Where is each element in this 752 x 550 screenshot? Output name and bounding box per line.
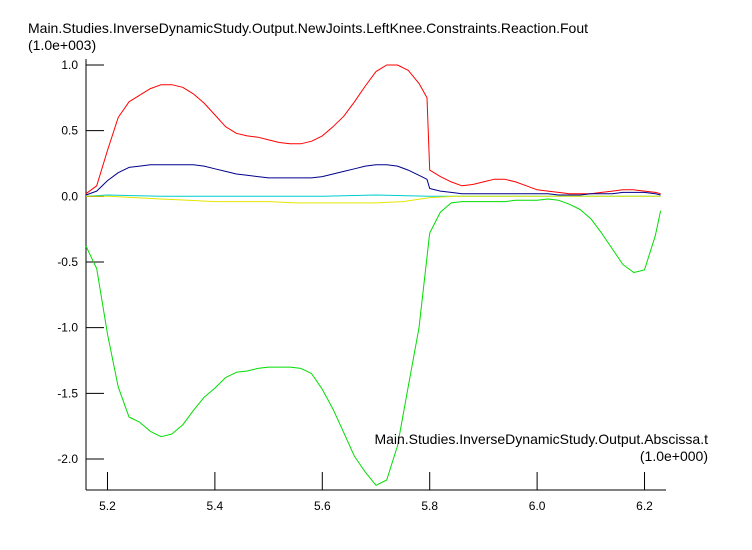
y-tick-label: 0.5	[61, 124, 78, 138]
y-tick-label: -1.5	[57, 386, 78, 400]
y-tick-label: -0.5	[57, 255, 78, 269]
x-axis-label: Main.Studies.InverseDynamicStudy.Output.…	[374, 431, 708, 447]
series-line-1	[85, 64, 661, 195]
x-tick-label: 5.8	[421, 499, 438, 513]
x-ticks: 5.2 5.4 5.6 5.8 6.0 6.2	[99, 472, 653, 513]
x-scale-label: (1.0e+000)	[639, 448, 708, 464]
chart-title: Main.Studies.InverseDynamicStudy.Output.…	[28, 20, 589, 36]
y-tick-label: 1.0	[61, 58, 78, 72]
y-tick-label: -1.0	[57, 321, 78, 335]
x-tick-label: 5.6	[314, 499, 331, 513]
x-tick-label: 6.2	[636, 499, 653, 513]
y-scale-label: (1.0e+003)	[28, 37, 97, 53]
series-line-5	[85, 198, 662, 486]
chart-axes	[85, 59, 666, 491]
x-tick-label: 5.4	[207, 499, 224, 513]
x-tick-label: 5.2	[99, 499, 116, 513]
x-tick-label: 6.0	[529, 499, 546, 513]
series-line-2	[85, 164, 661, 196]
y-tick-label: 0.0	[61, 189, 78, 203]
y-tick-label: -2.0	[57, 452, 78, 466]
series-lines	[85, 64, 662, 486]
series-line-4	[86, 195, 661, 204]
y-ticks: 1.0 0.5 0.0 -0.5 -1.0 -1.5 -2.0	[57, 58, 104, 466]
